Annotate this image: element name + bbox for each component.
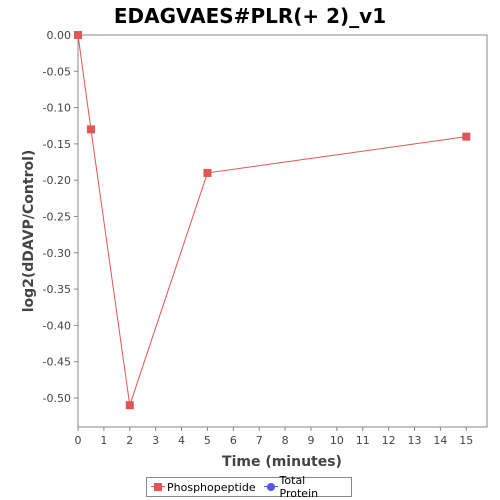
y-tick-label: 0.00 [47,29,72,42]
x-axis: 0 1 2 3 4 5 6 7 8 9 10 11 12 13 14 15 [75,427,473,447]
y-tick-label: -0.35 [43,283,71,296]
legend-item-phosphopeptide: Phosphopeptide [151,481,256,494]
x-tick-label: 7 [256,434,263,447]
legend-label: Phosphopeptide [167,480,256,494]
x-tick-label: 13 [408,434,422,447]
x-tick-label: 8 [282,434,289,447]
x-tick-label: 6 [230,434,237,447]
data-point [74,31,82,39]
x-tick-label: 5 [204,434,211,447]
x-tick-label: 2 [126,434,133,447]
y-tick-label: -0.05 [43,65,71,78]
y-tick-label: -0.10 [43,102,71,115]
x-tick-label: 12 [382,434,396,447]
chart-legend: Phosphopeptide Total Protein [146,474,352,500]
y-tick-label: -0.25 [43,210,71,223]
y-axis: 0.00 -0.05 -0.10 -0.15 -0.20 -0.25 -0.30 -0.35 -… [43,29,78,405]
y-tick-label: -0.40 [43,319,71,332]
data-point [86,125,95,134]
y-tick-label: -0.50 [43,392,71,405]
y-tick-label: -0.20 [43,174,71,187]
y-tick-label: -0.30 [43,247,71,260]
series-layer [74,31,471,410]
data-point [125,401,134,410]
x-tick-label: 9 [307,434,314,447]
data-point [462,132,471,141]
legend-swatch-circle-icon [263,482,278,492]
y-tick-label: -0.45 [43,356,71,369]
x-tick-label: 3 [152,434,159,447]
x-axis-title: Time (minutes) [222,454,342,470]
x-tick-label: 4 [178,434,185,447]
x-tick-label: 11 [356,434,370,447]
x-tick-label: 14 [433,434,447,447]
x-tick-label: 0 [75,434,82,447]
chart-title: EDAGVAES#PLR(+ 2)_v1 [113,4,387,28]
x-tick-label: 10 [330,434,344,447]
plot-area [77,34,488,428]
x-tick-label: 1 [100,434,107,447]
legend-swatch-square-icon [151,482,165,492]
data-point [203,168,212,177]
legend-label: Total Protein [279,474,319,500]
y-tick-label: -0.15 [43,138,71,151]
x-tick-label: 15 [459,434,473,447]
legend-item-total-protein: Total Protein [263,474,347,500]
y-axis-title: log2(dDAVP/Control) [21,150,37,313]
